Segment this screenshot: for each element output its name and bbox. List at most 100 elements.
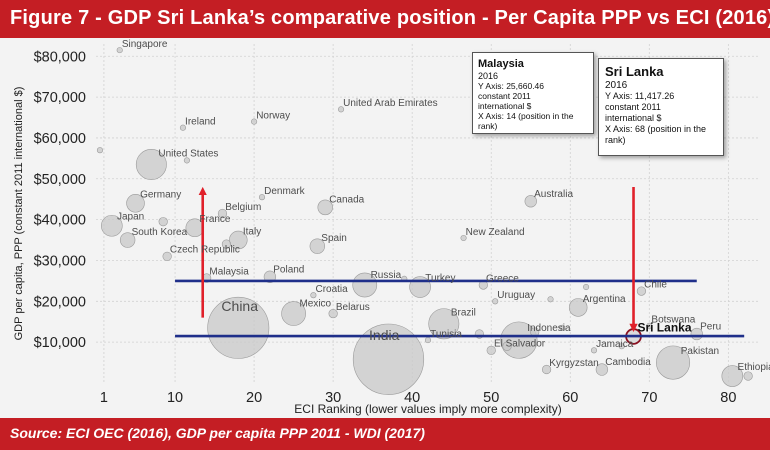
data-point — [258, 194, 266, 201]
data-point — [547, 296, 554, 303]
data-label: Indonesia — [527, 323, 571, 334]
data-point — [352, 272, 378, 298]
data-label: Pakistan — [681, 346, 719, 357]
data-label: El Salvador — [494, 339, 546, 350]
data-point — [101, 214, 123, 237]
data-label: France — [199, 214, 231, 225]
x-tick-label: 10 — [167, 390, 183, 406]
data-point — [352, 323, 425, 395]
data-point — [135, 149, 167, 180]
data-label: Ireland — [185, 117, 216, 128]
x-tick-label: 70 — [641, 390, 657, 406]
y-tick-label: $20,000 — [34, 294, 86, 310]
malaysia-callout-line: international $ — [478, 101, 532, 111]
figure-title: Figure 7 - GDP Sri Lanka’s comparative p… — [10, 7, 770, 29]
x-tick-label: 50 — [483, 390, 499, 406]
sri-lanka-callout-line: X Axis: 68 (position in the — [605, 124, 707, 134]
data-point — [162, 251, 172, 261]
x-tick-label: 40 — [404, 390, 420, 406]
data-point — [337, 106, 345, 113]
data-label: Botswana — [651, 315, 695, 326]
data-label: United States — [158, 148, 218, 159]
source-bar: Source: ECI OEC (2016), GDP per capita P… — [0, 418, 770, 450]
data-label: Turkey — [425, 273, 455, 284]
data-point — [428, 308, 460, 340]
data-point — [743, 371, 753, 381]
sri-lanka-callout-line: rank) — [605, 135, 626, 145]
malaysia-callout-line: constant 2011 — [478, 91, 531, 101]
data-label: Cambodia — [605, 357, 651, 368]
x-tick-label: 30 — [325, 390, 341, 406]
sri-lanka-callout: Sri Lanka 2016 Y Axis: 11,417.26 constan… — [598, 58, 724, 156]
y-tick-label: $10,000 — [34, 335, 86, 351]
data-label: Mexico — [299, 299, 331, 310]
data-label: Belarus — [336, 302, 370, 313]
data-point — [179, 124, 187, 131]
sri-lanka-callout-line: constant 2011 — [605, 102, 661, 112]
sri-lanka-callout-year: 2016 — [605, 80, 628, 91]
data-label: Germany — [140, 190, 181, 201]
data-point — [119, 232, 136, 248]
data-point — [559, 324, 566, 331]
malaysia-callout-title: Malaysia — [478, 58, 524, 70]
data-label: Spain — [321, 233, 347, 244]
x-tick-label: 60 — [562, 390, 578, 406]
data-point — [309, 238, 326, 254]
data-point — [541, 364, 552, 375]
data-label: Norway — [256, 111, 290, 122]
data-label: Argentina — [583, 294, 626, 305]
malaysia-callout: Malaysia 2016 Y Axis: 25,660.46 constant… — [472, 52, 594, 134]
data-point — [158, 217, 168, 227]
data-point — [310, 292, 317, 299]
data-point — [126, 194, 145, 213]
data-point — [96, 147, 104, 154]
data-point — [207, 296, 270, 359]
data-point — [116, 47, 123, 54]
data-label: Brazil — [451, 308, 476, 319]
data-point — [590, 347, 598, 354]
data-point — [583, 283, 590, 291]
malaysia-callout-line: X Axis: 14 (position in the — [478, 111, 574, 121]
y-tick-label: $40,000 — [34, 213, 86, 229]
data-label: Poland — [273, 264, 304, 275]
data-label: India — [369, 327, 400, 343]
data-label: Chile — [644, 279, 667, 290]
malaysia-callout-year: 2016 — [478, 71, 499, 81]
data-point — [281, 301, 306, 326]
data-point — [229, 230, 248, 250]
data-point — [424, 337, 432, 344]
data-label: Croatia — [315, 284, 348, 295]
y-axis-title: GDP per capita, PPP (constant 2011 inter… — [13, 87, 25, 341]
data-point — [251, 118, 258, 125]
y-tick-label: $60,000 — [34, 131, 86, 147]
data-label: United Arab Emirates — [343, 98, 438, 109]
data-label: Uruguay — [497, 290, 535, 301]
sri-lanka-callout-title: Sri Lanka — [605, 64, 664, 79]
x-tick-label: 20 — [246, 390, 262, 406]
malaysia-callout-line: Y Axis: 25,660.46 — [478, 81, 545, 91]
title-bar: Figure 7 - GDP Sri Lanka’s comparative p… — [0, 0, 770, 38]
x-tick-label: 80 — [720, 390, 736, 406]
data-point — [317, 199, 333, 216]
y-tick-label: $80,000 — [34, 49, 86, 65]
data-label: New Zealand — [466, 227, 525, 238]
data-point — [328, 308, 338, 319]
x-tick-label: 1 — [100, 390, 108, 406]
data-label: Malaysia — [209, 266, 249, 277]
data-label: South Korea — [132, 227, 188, 238]
data-label: Jamaica — [596, 339, 634, 350]
data-label: Russia — [371, 270, 402, 281]
data-point — [646, 322, 653, 329]
data-label: Kyrgyzstan — [549, 358, 598, 369]
y-tick-label: $70,000 — [34, 90, 86, 106]
data-label: Belgium — [225, 202, 261, 213]
x-axis-title: ECI Ranking (lower values imply more com… — [294, 402, 561, 416]
data-label: Greece — [486, 273, 519, 284]
data-label: China — [221, 298, 258, 314]
sri-lanka-callout-line: Y Axis: 11,417.26 — [605, 91, 675, 101]
data-label: Singapore — [122, 39, 168, 50]
data-point — [183, 157, 190, 164]
data-label: Ethiopia — [738, 362, 770, 373]
data-label: Tunisia — [430, 329, 462, 340]
